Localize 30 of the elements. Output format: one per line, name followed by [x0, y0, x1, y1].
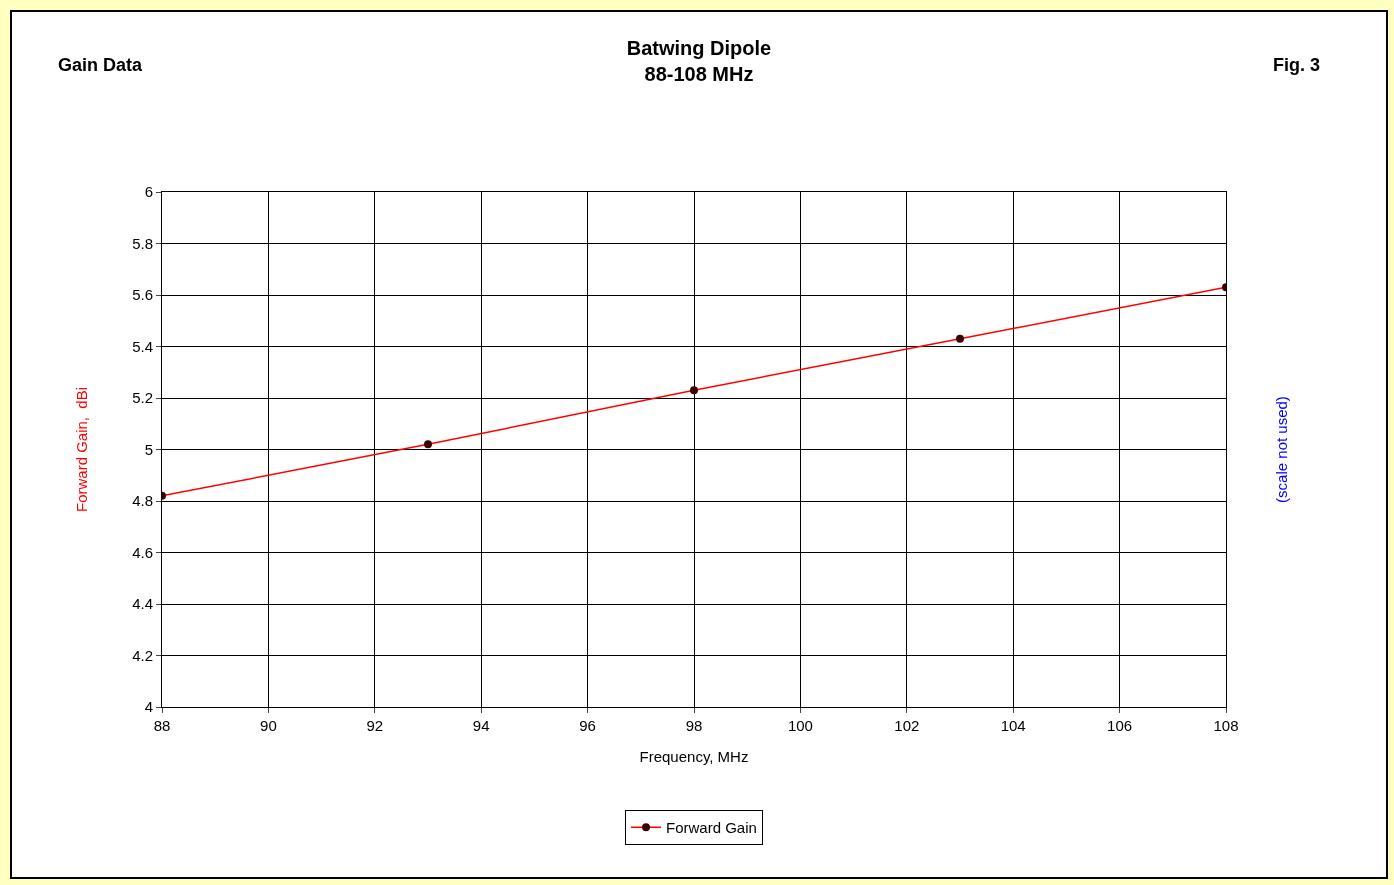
- y-tick-label: 4.8: [132, 492, 153, 510]
- chart-title: Batwing Dipole: [626, 37, 772, 60]
- y-tick-label: 4: [144, 698, 153, 716]
- y-tick-label: 4.6: [132, 543, 153, 561]
- x-tick-label: 100: [787, 717, 813, 734]
- y-tick-label: 5.8: [132, 234, 153, 252]
- x-tick-label: 108: [1213, 717, 1239, 734]
- y-tick-label: 5.4: [132, 337, 153, 355]
- x-tick-label: 98: [685, 717, 703, 734]
- x-tick-label: 104: [1000, 717, 1026, 734]
- y-axis-title: Forward Gain, dBi: [73, 386, 91, 513]
- x-tick-label: 102: [894, 717, 920, 734]
- chart-subtitle: 88-108 MHz: [644, 63, 754, 86]
- caption: Fig. 3: [1273, 55, 1321, 75]
- y-tick-label: 5.6: [132, 286, 153, 304]
- y-tick-label: 5: [144, 440, 153, 458]
- y-tick-label: 6: [144, 183, 153, 201]
- x-tick-label: 90: [260, 717, 277, 734]
- y-tick-label: 4.4: [132, 595, 153, 613]
- x-tick-label: 88: [153, 717, 171, 734]
- x-tick-label: 106: [1107, 717, 1133, 734]
- x-tick-label: 96: [579, 717, 596, 734]
- legend-label: Forward Gain: [666, 819, 757, 837]
- x-tick-label: 92: [366, 717, 384, 734]
- text: Gain Data: [58, 55, 144, 75]
- y-tick-label: 4.2: [132, 646, 153, 664]
- y-tick-label: 5.2: [132, 389, 153, 407]
- x-axis-title: Frequency, MHz: [639, 748, 749, 765]
- x-tick-label: 94: [472, 717, 490, 734]
- y2-axis-title: (scale not used): [1273, 396, 1290, 503]
